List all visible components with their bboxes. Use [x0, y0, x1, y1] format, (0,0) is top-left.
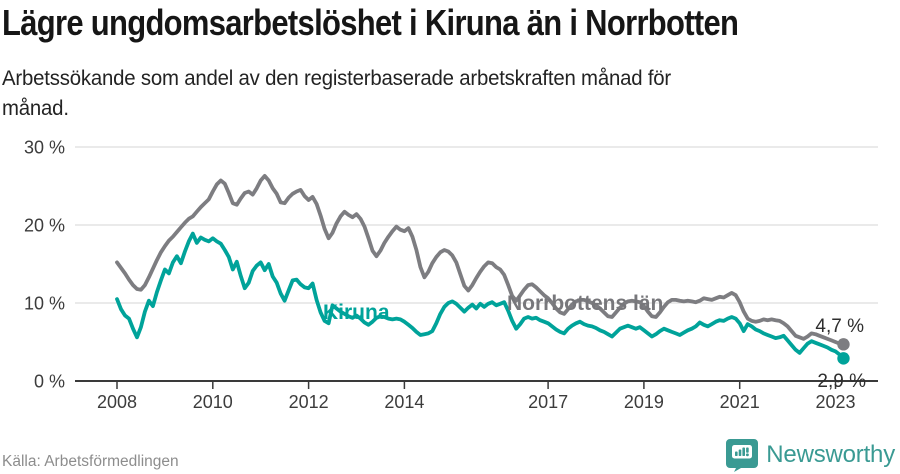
- x-tick-label: 2023: [815, 392, 855, 412]
- newsworthy-logo: Newsworthy: [725, 438, 895, 472]
- x-tick-label: 2019: [624, 392, 664, 412]
- end-value-label-kiruna: 2,9 %: [817, 371, 866, 392]
- x-tick-label: 2017: [528, 392, 568, 412]
- y-tick-label: 10 %: [24, 294, 65, 314]
- chart-title: Lägre ungdomsarbetslöshet i Kiruna än i …: [2, 2, 739, 43]
- y-tick-label: 20 %: [24, 216, 65, 236]
- series-end-dot-kiruna: [837, 352, 850, 365]
- x-tick-label: 2008: [97, 392, 137, 412]
- newsworthy-badge-icon: [726, 439, 759, 472]
- x-tick-label: 2012: [289, 392, 329, 412]
- series-label-kiruna: Kiruna: [323, 301, 390, 324]
- x-tick-label: 2010: [193, 392, 233, 412]
- series-label-norrbotten: Norrbottens län: [507, 292, 663, 315]
- source-note: Källa: Arbetsförmedlingen: [2, 453, 179, 470]
- series-end-dot-norrbotten: [837, 338, 850, 351]
- series-line-kiruna: [115, 231, 846, 361]
- x-tick-label: 2021: [720, 392, 760, 412]
- chart-subtitle: Arbetssökande som andel av den registerb…: [2, 67, 672, 120]
- series-line-norrbotten: [115, 173, 846, 347]
- end-value-label-norrbotten: 4,7 %: [815, 316, 864, 337]
- y-tick-label: 30 %: [24, 138, 65, 158]
- x-tick-label: 2014: [384, 392, 424, 412]
- newsworthy-wordmark: Newsworthy: [766, 441, 895, 468]
- y-tick-label: 0 %: [34, 372, 65, 392]
